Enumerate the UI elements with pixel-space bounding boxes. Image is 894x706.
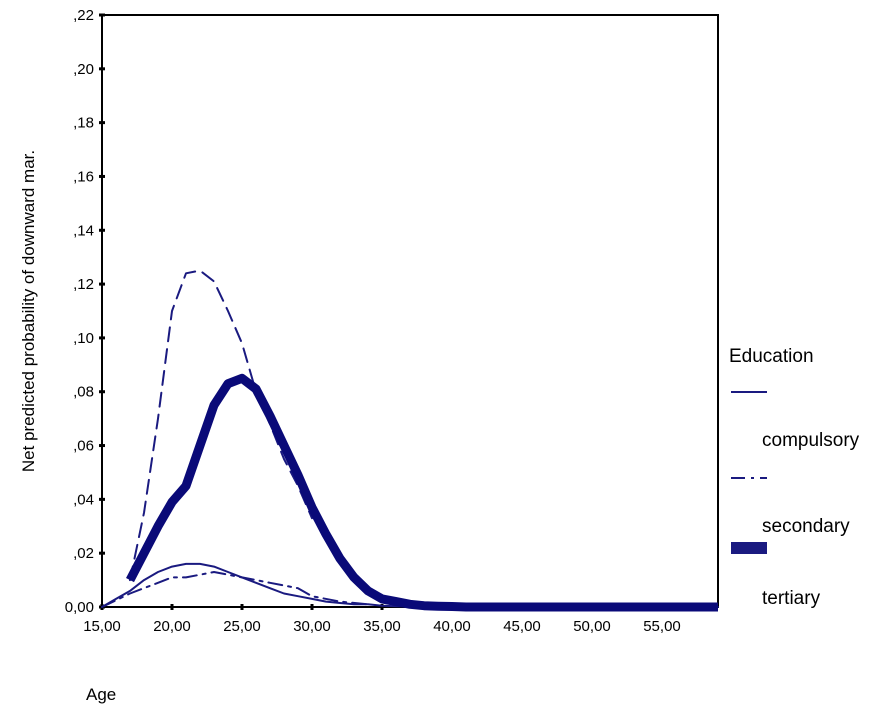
y-tick-label: ,18 bbox=[73, 115, 94, 132]
y-axis-ticks: 0,00 ,02 ,04 ,06 ,08 ,10 ,12 ,14 ,16 ,18 ,20 ,22 bbox=[65, 7, 105, 616]
y-tick-label: ,08 bbox=[73, 384, 94, 401]
y-tick-label: 0,00 bbox=[65, 599, 94, 616]
x-axis-title: Age bbox=[86, 685, 116, 704]
y-tick-label: ,14 bbox=[73, 222, 94, 239]
y-tick-label: ,16 bbox=[73, 168, 94, 185]
legend-label-compulsory: compulsory bbox=[762, 430, 860, 451]
x-tick-label: 50,00 bbox=[573, 618, 611, 635]
x-tick-label: 45,00 bbox=[503, 618, 541, 635]
legend-title: Education bbox=[729, 346, 814, 367]
y-tick-label: ,06 bbox=[73, 438, 94, 455]
y-tick-label: ,04 bbox=[73, 491, 94, 508]
x-tick-label: 40,00 bbox=[433, 618, 471, 635]
legend-label-tertiary: tertiary bbox=[762, 588, 821, 609]
y-axis-title: Net predicted probability of downward ma… bbox=[19, 150, 38, 472]
y-tick-label: ,22 bbox=[73, 7, 94, 24]
x-tick-label: 35,00 bbox=[363, 618, 401, 635]
x-tick-label: 15,00 bbox=[83, 618, 121, 635]
y-tick-label: ,20 bbox=[73, 61, 94, 78]
legend-label-secondary: secondary bbox=[762, 516, 850, 537]
series-lines bbox=[101, 269, 719, 612]
x-tick-label: 30,00 bbox=[293, 618, 331, 635]
x-tick-label: 20,00 bbox=[153, 618, 191, 635]
x-tick-label: 25,00 bbox=[223, 618, 261, 635]
y-tick-label: ,12 bbox=[73, 276, 94, 293]
legend: Education compulsory secondary tertiary bbox=[729, 346, 860, 609]
series-line-tertiary bbox=[126, 373, 718, 612]
x-tick-label: 55,00 bbox=[643, 618, 681, 635]
plot-frame bbox=[101, 14, 719, 608]
series-line-secondary-dashdot bbox=[101, 571, 369, 608]
y-tick-label: ,02 bbox=[73, 545, 94, 562]
y-tick-label: ,10 bbox=[73, 330, 94, 347]
series-line-secondary bbox=[129, 269, 313, 582]
